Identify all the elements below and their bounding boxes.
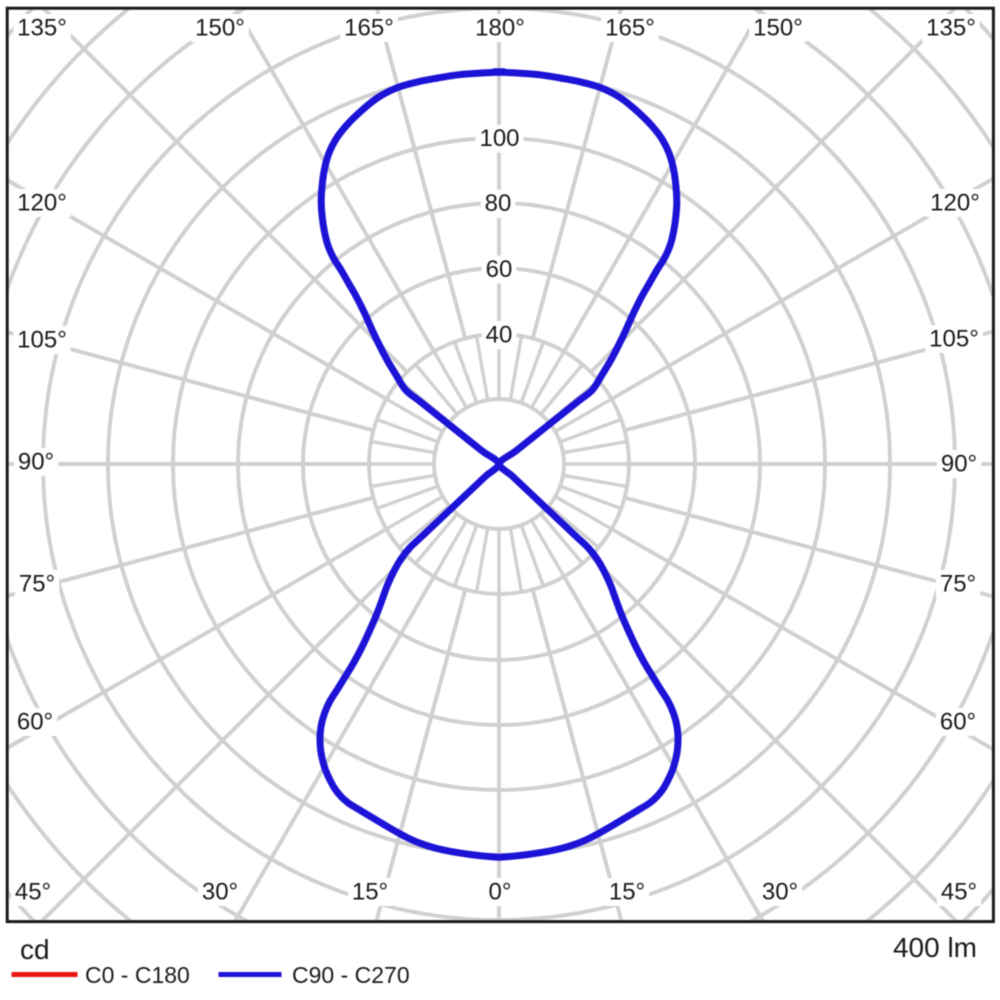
svg-text:C90 - C270: C90 - C270 xyxy=(292,962,410,988)
svg-text:120°: 120° xyxy=(17,190,67,217)
svg-text:80: 80 xyxy=(485,190,512,217)
svg-text:cd: cd xyxy=(20,934,50,965)
svg-text:150°: 150° xyxy=(753,15,803,42)
svg-text:45°: 45° xyxy=(15,879,51,906)
svg-text:30°: 30° xyxy=(202,879,238,906)
svg-text:30°: 30° xyxy=(762,879,798,906)
svg-text:105°: 105° xyxy=(17,327,67,354)
svg-text:15°: 15° xyxy=(609,879,645,906)
svg-text:165°: 165° xyxy=(605,15,655,42)
svg-text:165°: 165° xyxy=(344,15,394,42)
svg-text:135°: 135° xyxy=(926,15,976,42)
svg-text:400 lm: 400 lm xyxy=(893,932,977,963)
svg-text:180°: 180° xyxy=(475,15,525,42)
svg-text:0°: 0° xyxy=(489,879,512,906)
svg-text:105°: 105° xyxy=(929,326,979,353)
svg-text:40: 40 xyxy=(486,322,513,349)
svg-text:45°: 45° xyxy=(941,879,977,906)
svg-text:90°: 90° xyxy=(18,449,54,476)
svg-text:135°: 135° xyxy=(17,15,67,42)
svg-text:90°: 90° xyxy=(941,451,977,478)
svg-text:75°: 75° xyxy=(19,571,55,598)
svg-text:100: 100 xyxy=(479,125,519,152)
svg-text:15°: 15° xyxy=(352,879,388,906)
svg-text:120°: 120° xyxy=(930,190,980,217)
svg-text:60: 60 xyxy=(486,256,513,283)
svg-text:C0 - C180: C0 - C180 xyxy=(85,962,190,988)
svg-text:60°: 60° xyxy=(17,709,53,736)
svg-text:60°: 60° xyxy=(940,709,976,736)
svg-text:75°: 75° xyxy=(940,571,976,598)
svg-text:150°: 150° xyxy=(195,15,245,42)
